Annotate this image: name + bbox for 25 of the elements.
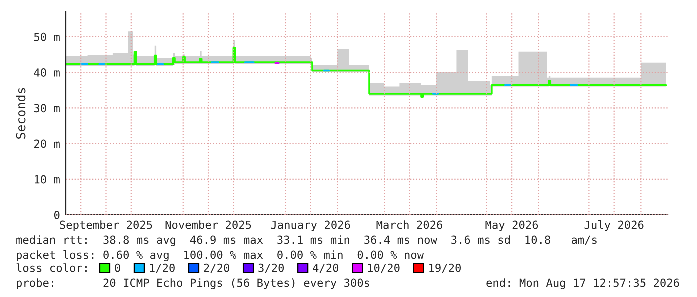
- text: probe: 20 ICMP Echo Pings (56 Bytes) every 300s: [17, 278, 370, 290]
- x-tick-label: July 2026: [584, 220, 644, 232]
- legend-label: 10/20: [368, 264, 400, 274]
- x-tick-label: May 2026: [486, 220, 538, 232]
- y-tick-label: 40 m: [34, 68, 60, 77]
- text: median rtt: 38.8 ms avg 46.9 ms max 33.1 ms min 36.4 ms now 3.6 ms sd 10.8 am/s: [16, 236, 597, 246]
- y-tick-label: 30 m: [34, 104, 60, 113]
- x-tick-label: March 2026: [376, 220, 442, 230]
- legend-label: 4/20: [313, 264, 339, 274]
- legend-label: 3/20: [258, 264, 284, 274]
- legend-label: 2/20: [204, 264, 230, 274]
- y-tick-label: 0: [54, 211, 60, 220]
- text: end: Mon Aug 17 12:57:35 2026: [486, 278, 680, 290]
- y-axis-title: Seconds: [16, 88, 26, 139]
- legend-title: loss color:: [16, 264, 87, 272]
- x-tick-label: January 2026: [271, 220, 350, 232]
- x-tick-label: September 2025: [60, 220, 152, 232]
- legend-label: 0: [115, 264, 120, 272]
- text: packet loss: 0.60 % avg 100.00 % max 0.00 % min 0.00 % now: [17, 250, 424, 262]
- legend-label: 1/20: [150, 264, 175, 274]
- x-tick-label: November 2025: [166, 220, 252, 230]
- y-tick-label: 10 m: [35, 175, 60, 184]
- y-tick-label: 20 m: [34, 140, 60, 148]
- legend-label: 19/20: [430, 264, 461, 274]
- y-tick-label: 50 m: [34, 32, 60, 42]
